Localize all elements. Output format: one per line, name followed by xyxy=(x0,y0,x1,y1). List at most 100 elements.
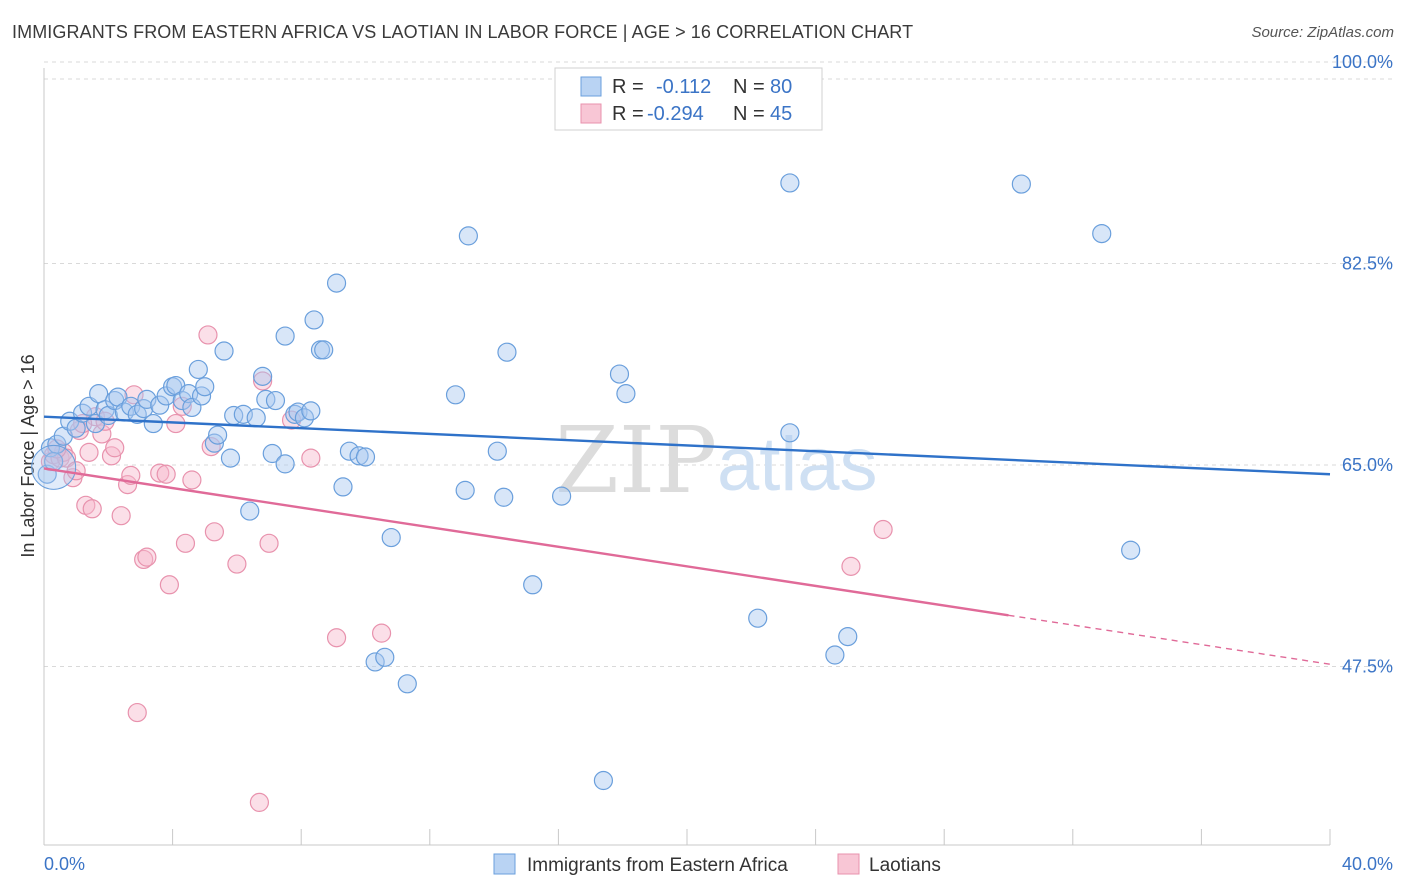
eastern-africa-point-49 xyxy=(314,340,334,360)
eastern-africa-point-40 xyxy=(265,390,286,411)
eastern-africa-points xyxy=(31,173,1141,791)
eastern-africa-point-46 xyxy=(301,401,321,421)
y-tick-label-2: 82.5% xyxy=(1342,254,1393,274)
eastern-africa-point-60 xyxy=(455,480,475,500)
x-tick-label-min: 0.0% xyxy=(44,854,85,874)
laotians-point-39 xyxy=(326,628,347,648)
eastern-africa-point-63 xyxy=(494,487,514,507)
laotians-point-24 xyxy=(156,464,176,484)
eastern-africa-point-57 xyxy=(381,527,401,548)
grid-lines xyxy=(44,61,1393,668)
eastern-africa-point-66 xyxy=(552,486,572,506)
laotians-point-21 xyxy=(134,549,154,570)
laotians-point-15 xyxy=(105,438,125,458)
laotians-point-16 xyxy=(111,506,131,526)
laotians-point-42 xyxy=(873,519,893,540)
legend-r-label-pink: R = xyxy=(612,103,644,125)
eastern-africa-point-69 xyxy=(616,384,636,404)
eastern-africa-point-77 xyxy=(1121,540,1141,560)
laotians-point-38 xyxy=(301,448,321,468)
watermark-zip: ZIP xyxy=(555,407,717,514)
laotians-point-33 xyxy=(227,554,247,574)
y-tick-labels: 47.5% 65.0% 82.5% 100.0% xyxy=(1332,52,1393,677)
eastern-africa-point-31 xyxy=(214,341,234,361)
x-tick-label-max: 40.0% xyxy=(1342,854,1393,874)
eastern-africa-point-72 xyxy=(780,423,800,443)
laotians-point-41 xyxy=(841,556,861,576)
chart-source: Source: ZipAtlas.com xyxy=(1251,24,1394,41)
legend-r-label-blue: R = xyxy=(612,76,644,98)
eastern-africa-point-68 xyxy=(609,364,630,384)
eastern-africa-point-18 xyxy=(143,413,163,434)
eastern-africa-point-47 xyxy=(304,310,324,330)
eastern-africa-point-36 xyxy=(246,408,266,428)
chart-title: IMMIGRANTS FROM EASTERN AFRICA VS LAOTIA… xyxy=(12,22,914,42)
x-ticks xyxy=(43,829,1331,845)
laotians-point-31 xyxy=(201,437,221,457)
series-legend-label-pink: Laotians xyxy=(869,855,941,876)
eastern-africa-trend-line xyxy=(43,415,1331,476)
laotians-point-23 xyxy=(150,463,170,483)
eastern-africa-point-37 xyxy=(253,366,273,386)
laotians-point-6 xyxy=(66,461,86,481)
laotians-point-25 xyxy=(159,575,179,595)
series-legend-swatch-pink xyxy=(837,853,860,875)
eastern-africa-point-54 xyxy=(355,447,376,467)
legend-swatch-blue xyxy=(580,76,602,97)
y-tick-label-3: 100.0% xyxy=(1332,52,1393,72)
eastern-africa-point-58 xyxy=(397,674,417,694)
watermark-atlas: atlas xyxy=(717,422,878,507)
eastern-africa-point-55 xyxy=(365,652,385,672)
eastern-africa-point-38 xyxy=(256,389,276,409)
laotians-points xyxy=(40,325,893,812)
y-axis-title: In Labor Force | Age > 16 xyxy=(18,354,38,557)
laotians-point-36 xyxy=(259,533,279,553)
eastern-africa-point-73 xyxy=(825,645,845,665)
laotians-point-29 xyxy=(182,470,202,490)
laotians-point-9 xyxy=(79,442,99,462)
legend-n-value-pink: 45 xyxy=(770,103,792,125)
eastern-africa-point-28 xyxy=(195,377,215,397)
eastern-africa-point-8 xyxy=(89,384,109,404)
eastern-africa-point-26 xyxy=(188,359,208,380)
series-legend: Immigrants from Eastern Africa Laotians xyxy=(493,853,941,876)
eastern-africa-point-61 xyxy=(458,226,478,246)
trend-lines xyxy=(43,415,1331,665)
eastern-africa-point-41 xyxy=(275,454,295,474)
laotians-point-35 xyxy=(253,371,273,391)
eastern-africa-cluster-point xyxy=(31,444,77,490)
laotians-point-27 xyxy=(172,396,192,416)
eastern-africa-point-6 xyxy=(79,396,99,416)
eastern-africa-point-53 xyxy=(349,446,369,466)
laotians-point-34 xyxy=(249,792,270,812)
legend-n-value-blue: 80 xyxy=(770,76,792,98)
y-tick-label-1: 65.0% xyxy=(1342,455,1393,475)
eastern-africa-point-35 xyxy=(240,501,260,521)
laotians-point-32 xyxy=(204,522,224,542)
laotians-point-19 xyxy=(124,385,144,405)
laotians-point-12 xyxy=(92,424,112,444)
eastern-africa-point-65 xyxy=(523,575,543,595)
laotians-point-40 xyxy=(371,623,392,643)
eastern-africa-point-42 xyxy=(275,326,295,346)
legend-r-value-pink: -0.294 xyxy=(647,103,704,125)
laotians-trend-extension xyxy=(1008,614,1331,665)
series-legend-label-blue: Immigrants from Eastern Africa xyxy=(527,855,788,876)
eastern-africa-point-59 xyxy=(445,385,466,405)
legend-swatch-pink xyxy=(580,103,602,124)
eastern-africa-point-70 xyxy=(748,608,768,628)
laotians-trend-line xyxy=(43,467,1009,617)
series-legend-swatch-blue xyxy=(493,853,516,875)
y-tick-label-0: 47.5% xyxy=(1342,657,1393,677)
legend-r-value-blue: -0.112 xyxy=(656,76,711,98)
eastern-africa-point-51 xyxy=(333,477,353,497)
eastern-africa-point-71 xyxy=(780,173,800,193)
legend-n-label-blue: N = xyxy=(733,76,765,98)
legend-n-label-pink: N = xyxy=(733,103,765,125)
laotians-point-10 xyxy=(82,499,102,519)
eastern-africa-point-50 xyxy=(326,273,347,293)
laotians-point-30 xyxy=(198,325,218,345)
eastern-africa-point-30 xyxy=(208,425,228,445)
eastern-africa-point-74 xyxy=(838,626,858,647)
